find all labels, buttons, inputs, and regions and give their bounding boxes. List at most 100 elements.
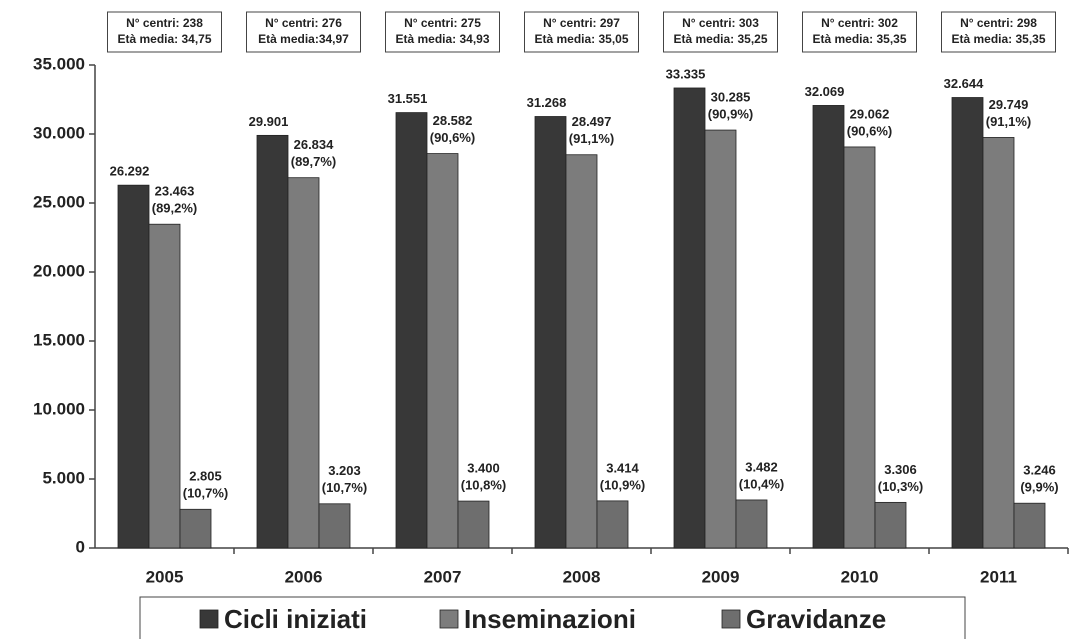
bar <box>395 112 428 549</box>
y-tick-label: 0 <box>76 537 85 556</box>
value-label: 32.644 <box>944 76 985 91</box>
value-label: (91,1%) <box>569 131 615 146</box>
x-tick-label: 2008 <box>563 567 601 586</box>
x-tick-label: 2011 <box>980 567 1017 586</box>
bar <box>951 97 984 549</box>
bar <box>117 184 150 549</box>
value-label: 32.069 <box>805 84 845 99</box>
annotation-box <box>941 11 1056 53</box>
x-tick-label: 2009 <box>702 567 740 586</box>
y-tick-label: 35.000 <box>33 54 85 73</box>
value-label: 29.749 <box>989 97 1029 112</box>
bar <box>982 137 1015 549</box>
bar <box>287 177 320 549</box>
bar <box>534 116 567 549</box>
bar <box>704 129 737 549</box>
value-label: (89,7%) <box>291 154 337 169</box>
value-label: (10,3%) <box>878 479 924 494</box>
bar <box>148 223 181 549</box>
annotation: N° centri: 297 <box>543 16 620 30</box>
y-tick-label: 30.000 <box>33 123 85 142</box>
legend-box <box>139 596 966 639</box>
annotation-box <box>802 11 917 53</box>
bar <box>426 153 459 549</box>
annotation: Età media: 35,05 <box>534 32 628 46</box>
y-tick-label: 5.000 <box>42 468 85 487</box>
value-label: (90,6%) <box>430 130 476 145</box>
value-label: 23.463 <box>155 184 195 199</box>
annotation: N° centri: 302 <box>821 16 898 30</box>
value-label: (10,7%) <box>183 486 229 501</box>
annotation-box <box>107 11 222 53</box>
value-label: 3.482 <box>745 459 778 474</box>
legend-swatch <box>199 609 219 629</box>
value-label: 29.901 <box>249 114 289 129</box>
legend-label: Gravidanze <box>746 604 886 634</box>
value-label: 3.306 <box>884 462 917 477</box>
value-label: 26.834 <box>294 137 335 152</box>
annotation: Età media: 34,75 <box>117 32 211 46</box>
annotation-box <box>663 11 778 53</box>
bar <box>596 500 629 549</box>
value-label: (10,7%) <box>322 480 368 495</box>
bar <box>673 87 706 549</box>
bar <box>735 499 768 549</box>
annotation: N° centri: 276 <box>265 16 342 30</box>
annotation: N° centri: 238 <box>126 16 203 30</box>
x-tick-label: 2007 <box>424 567 462 586</box>
bar <box>812 105 845 549</box>
value-label: (90,9%) <box>708 107 754 122</box>
value-label: 26.292 <box>110 164 150 179</box>
bar <box>565 154 598 549</box>
value-label: (9,9%) <box>1020 480 1058 495</box>
annotation: Età media: 35,25 <box>673 32 767 46</box>
annotation: Età media: 34,93 <box>395 32 489 46</box>
x-tick-label: 2010 <box>841 567 879 586</box>
x-tick-label: 2006 <box>285 567 323 586</box>
legend-swatch <box>439 609 459 629</box>
annotation: Età media: 35,35 <box>812 32 906 46</box>
value-label: 28.582 <box>433 113 473 128</box>
y-tick-label: 10.000 <box>33 399 85 418</box>
value-label: 3.414 <box>606 460 639 475</box>
legend-label: Cicli iniziati <box>224 604 367 634</box>
y-tick-label: 15.000 <box>33 330 85 349</box>
annotation: Età media: 35,35 <box>951 32 1045 46</box>
bar <box>874 501 907 549</box>
value-label: (10,8%) <box>461 478 507 493</box>
annotation: N° centri: 298 <box>960 16 1037 30</box>
value-label: 3.246 <box>1023 463 1056 478</box>
annotation-box <box>524 11 639 53</box>
value-label: (10,9%) <box>600 477 646 492</box>
bar <box>318 503 351 549</box>
bar <box>179 508 212 549</box>
bar <box>843 146 876 549</box>
value-label: 33.335 <box>666 66 706 81</box>
value-label: 3.203 <box>328 463 361 478</box>
annotation-box <box>385 11 500 53</box>
bar <box>1013 502 1046 549</box>
value-label: 31.268 <box>527 95 567 110</box>
bar <box>457 500 490 549</box>
y-tick-label: 20.000 <box>33 261 85 280</box>
legend-swatch <box>721 609 741 629</box>
annotation-box <box>246 11 361 53</box>
value-label: (90,6%) <box>847 123 893 138</box>
annotation: Età media:34,97 <box>258 32 349 46</box>
value-label: 28.497 <box>572 114 612 129</box>
x-tick-label: 2005 <box>146 567 184 586</box>
value-label: 2.805 <box>189 469 222 484</box>
annotation: N° centri: 303 <box>682 16 759 30</box>
value-label: 29.062 <box>850 106 890 121</box>
value-label: (89,2%) <box>152 201 198 216</box>
y-tick-label: 25.000 <box>33 192 85 211</box>
value-label: (91,1%) <box>986 114 1032 129</box>
value-label: 31.551 <box>388 91 428 106</box>
value-label: 30.285 <box>711 90 751 105</box>
legend-label: Inseminazioni <box>464 604 636 634</box>
bar <box>256 134 289 549</box>
value-label: (10,4%) <box>739 476 785 491</box>
annotation: N° centri: 275 <box>404 16 481 30</box>
value-label: 3.400 <box>467 461 500 476</box>
